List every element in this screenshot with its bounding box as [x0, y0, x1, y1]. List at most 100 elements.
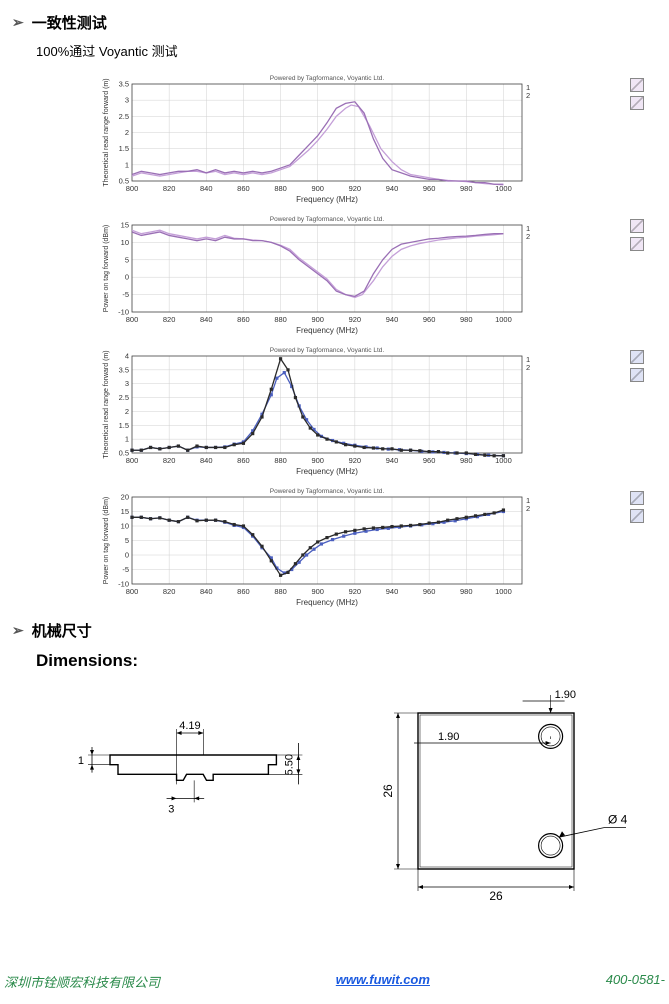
chart-row-2: 8008208408608809009209409609801000-10-50…: [100, 211, 669, 336]
svg-text:900: 900: [311, 315, 324, 324]
svg-text:0: 0: [125, 551, 129, 560]
svg-text:940: 940: [386, 184, 399, 193]
svg-text:Powered by Tagformance, Voyant: Powered by Tagformance, Voyantic Ltd.: [270, 347, 385, 354]
section-title: 机械尺寸: [32, 620, 92, 641]
svg-text:Frequency (MHz): Frequency (MHz): [296, 467, 358, 476]
svg-text:Power on tag forward (dBm): Power on tag forward (dBm): [103, 497, 110, 585]
svg-text:880: 880: [274, 587, 287, 596]
bullet-arrow-icon: ➢: [12, 14, 24, 31]
svg-text:860: 860: [237, 587, 250, 596]
svg-text:Ø 4: Ø 4: [608, 813, 628, 827]
svg-text:5: 5: [125, 536, 129, 545]
chart-power-1: 8008208408608809009209409609801000-10-50…: [100, 211, 540, 336]
dimension-top-view: 1.90 1.90 26 26 Ø 4: [370, 685, 630, 915]
dimension-side-view: 4.19 5.50 1 3: [70, 685, 330, 825]
svg-text:2.5: 2.5: [119, 393, 129, 402]
svg-text:Frequency (MHz): Frequency (MHz): [296, 326, 358, 335]
svg-text:3: 3: [168, 803, 174, 815]
svg-text:1.5: 1.5: [119, 144, 129, 153]
svg-text:960: 960: [423, 587, 436, 596]
svg-text:5: 5: [125, 255, 129, 264]
svg-text:900: 900: [311, 587, 324, 596]
svg-text:960: 960: [423, 456, 436, 465]
svg-text:1000: 1000: [495, 184, 512, 193]
chart-row-3: 80082084086088090092094096098010000.511.…: [100, 342, 669, 477]
svg-text:840: 840: [200, 587, 213, 596]
svg-text:880: 880: [274, 315, 287, 324]
svg-text:10: 10: [121, 238, 129, 247]
svg-text:920: 920: [349, 587, 362, 596]
svg-text:Theoretical read range forward: Theoretical read range forward (m): [103, 78, 110, 186]
section-title: 一致性测试: [32, 12, 107, 33]
svg-text:-10: -10: [118, 308, 129, 317]
page-footer: 深圳市铨顺宏科技有限公司 www.fuwit.com 400-0581-: [0, 972, 669, 991]
svg-text:860: 860: [237, 184, 250, 193]
legend-swatch-icon: [630, 219, 644, 233]
chart-read-range-2: 80082084086088090092094096098010000.511.…: [100, 342, 540, 477]
svg-text:2: 2: [526, 504, 530, 513]
footer-phone: 400-0581-: [606, 972, 665, 991]
svg-text:840: 840: [200, 184, 213, 193]
svg-text:900: 900: [311, 456, 324, 465]
svg-text:-10: -10: [118, 580, 129, 589]
svg-text:3: 3: [125, 96, 129, 105]
svg-text:940: 940: [386, 456, 399, 465]
svg-text:1000: 1000: [495, 315, 512, 324]
svg-text:1.90: 1.90: [555, 689, 576, 701]
legend-swatch-icon: [630, 78, 644, 92]
svg-text:2: 2: [125, 128, 129, 137]
svg-text:1: 1: [125, 435, 129, 444]
svg-text:820: 820: [163, 315, 176, 324]
legend-swatch-icon: [630, 491, 644, 505]
chart-row-4: 8008208408608809009209409609801000-10-50…: [100, 483, 669, 608]
svg-text:880: 880: [274, 456, 287, 465]
svg-text:1: 1: [78, 755, 84, 767]
svg-text:15: 15: [121, 507, 129, 516]
svg-text:Powered by Tagformance, Voyant: Powered by Tagformance, Voyantic Ltd.: [270, 216, 385, 223]
svg-text:980: 980: [460, 587, 473, 596]
svg-text:Frequency (MHz): Frequency (MHz): [296, 598, 358, 607]
svg-text:840: 840: [200, 456, 213, 465]
legend-swatch-icon: [630, 96, 644, 110]
svg-text:5.50: 5.50: [283, 754, 295, 775]
legend-swatch-icon: [630, 509, 644, 523]
svg-text:26: 26: [489, 889, 503, 903]
footer-link[interactable]: www.fuwit.com: [336, 972, 430, 991]
charts-block: 80082084086088090092094096098010000.511.…: [100, 70, 669, 608]
svg-text:26: 26: [381, 784, 395, 798]
svg-text:Powered by Tagformance, Voyant: Powered by Tagformance, Voyantic Ltd.: [270, 75, 385, 82]
dimensions-label: Dimensions:: [36, 651, 669, 671]
legend-swatch-icon: [630, 350, 644, 364]
svg-text:0: 0: [125, 273, 129, 282]
svg-text:2: 2: [526, 91, 530, 100]
svg-text:Powered by Tagformance, Voyant: Powered by Tagformance, Voyantic Ltd.: [270, 488, 385, 495]
svg-text:Theoretical read range forward: Theoretical read range forward (m): [103, 350, 110, 458]
svg-text:860: 860: [237, 315, 250, 324]
svg-text:4: 4: [125, 352, 129, 361]
svg-text:820: 820: [163, 456, 176, 465]
section-subtext: 100%通过 Voyantic 测试: [36, 41, 669, 60]
svg-text:940: 940: [386, 315, 399, 324]
svg-text:4.19: 4.19: [179, 720, 200, 732]
svg-text:2: 2: [125, 407, 129, 416]
svg-text:820: 820: [163, 184, 176, 193]
svg-text:1000: 1000: [495, 587, 512, 596]
svg-text:980: 980: [460, 184, 473, 193]
chart-read-range-1: 80082084086088090092094096098010000.511.…: [100, 70, 540, 205]
svg-text:980: 980: [460, 315, 473, 324]
svg-text:960: 960: [423, 184, 436, 193]
svg-text:960: 960: [423, 315, 436, 324]
svg-text:1: 1: [125, 160, 129, 169]
svg-text:Power on tag forward (dBm): Power on tag forward (dBm): [103, 225, 110, 313]
svg-text:10: 10: [121, 522, 129, 531]
svg-text:3.5: 3.5: [119, 365, 129, 374]
legend-swatches: [630, 491, 644, 523]
svg-text:3.5: 3.5: [119, 80, 129, 89]
section-header-consistency: ➢ 一致性测试: [12, 12, 669, 33]
svg-text:840: 840: [200, 315, 213, 324]
svg-text:860: 860: [237, 456, 250, 465]
dimensions-drawings: 4.19 5.50 1 3 1.90 1.90 26 26 Ø 4: [70, 685, 669, 915]
svg-text:-5: -5: [122, 290, 129, 299]
svg-text:2: 2: [526, 232, 530, 241]
svg-text:1.90: 1.90: [438, 731, 459, 743]
